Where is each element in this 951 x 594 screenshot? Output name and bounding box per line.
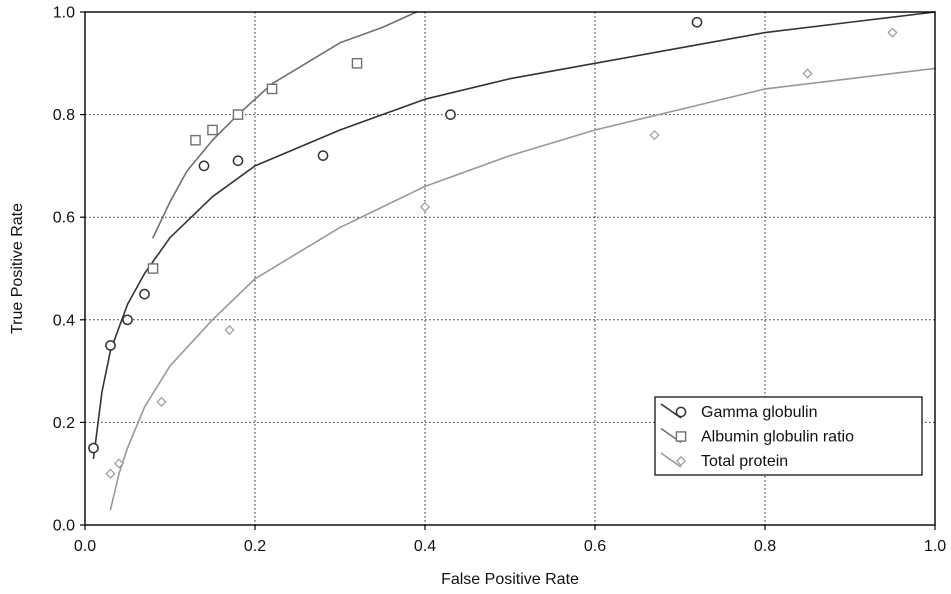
total-protein-point: [649, 130, 660, 141]
gamma-globulin-legend-label: Gamma globulin: [701, 404, 818, 421]
total-protein-legend-marker: [675, 455, 687, 467]
total-protein-point: [224, 325, 235, 336]
albumin-globulin-ratio-legend-label: Albumin globulin ratio: [701, 429, 854, 446]
gamma-globulin-point: [88, 442, 99, 454]
albumin-globulin-ratio-point: [232, 109, 244, 120]
fit-curves: [92, 11, 936, 511]
albumin-globulin-ratio-fit-curve: [152, 11, 418, 239]
x-tick-label: 0.0: [74, 538, 96, 555]
total-protein-point: [156, 396, 167, 407]
total-protein-fit-curve: [109, 67, 936, 511]
total-protein-point: [802, 68, 813, 79]
albumin-globulin-ratio-point: [351, 58, 363, 69]
y-axis-title: True Positive Rate: [9, 203, 26, 334]
x-tick-label: 1.0: [924, 538, 946, 555]
data-points: [88, 16, 898, 479]
y-tick-label: 0.0: [53, 518, 75, 535]
grid-layer: [85, 12, 935, 525]
x-tick-label: 0.2: [244, 538, 266, 555]
x-tick-label: 0.4: [414, 538, 436, 555]
total-protein-legend-swatch: [660, 452, 682, 468]
gamma-globulin-point: [317, 150, 329, 161]
axes: 0.0 0.2 0.4 0.6 0.8 1.0 0.0 0.2 0.4 0.6 0.8 1.0 Fals…: [9, 5, 946, 589]
gamma-globulin-point: [445, 109, 456, 120]
gamma-globulin-point: [122, 314, 133, 326]
albumin-globulin-ratio-point: [190, 134, 201, 146]
legend-box: [654, 396, 923, 476]
total-protein-point: [887, 27, 898, 38]
total-protein-point: [113, 458, 125, 469]
total-protein-point: [419, 201, 431, 212]
gamma-globulin-point: [105, 340, 116, 351]
plot-frame: [84, 11, 936, 526]
gamma-globulin-point: [232, 155, 244, 167]
y-tick-label: 0.6: [53, 210, 75, 227]
y-tick-label: 1.0: [53, 5, 75, 22]
albumin-globulin-ratio-point: [266, 83, 278, 95]
albumin-globulin-ratio-point: [147, 263, 159, 274]
albumin-globulin-ratio-point: [207, 124, 218, 136]
gamma-globulin-point: [198, 160, 210, 172]
gamma-globulin-point: [691, 16, 703, 28]
y-tick-label: 0.8: [53, 107, 75, 124]
y-tick-label: 0.2: [53, 415, 75, 432]
y-tick-label: 0.4: [53, 312, 75, 329]
x-tick-label: 0.6: [584, 538, 606, 555]
albumin-globulin-ratio-legend-marker: [675, 431, 687, 442]
x-axis-title: False Positive Rate: [441, 571, 579, 588]
gamma-globulin-point: [139, 288, 150, 300]
x-tick-label: 0.8: [754, 538, 776, 555]
gamma-globulin-fit-curve: [92, 11, 936, 460]
total-protein-point: [105, 468, 116, 479]
total-protein-legend-label: Total protein: [701, 453, 788, 470]
legend: Gamma globulin Albumin globulin ratio Tota…: [654, 396, 923, 476]
gamma-globulin-legend-marker: [675, 406, 687, 418]
